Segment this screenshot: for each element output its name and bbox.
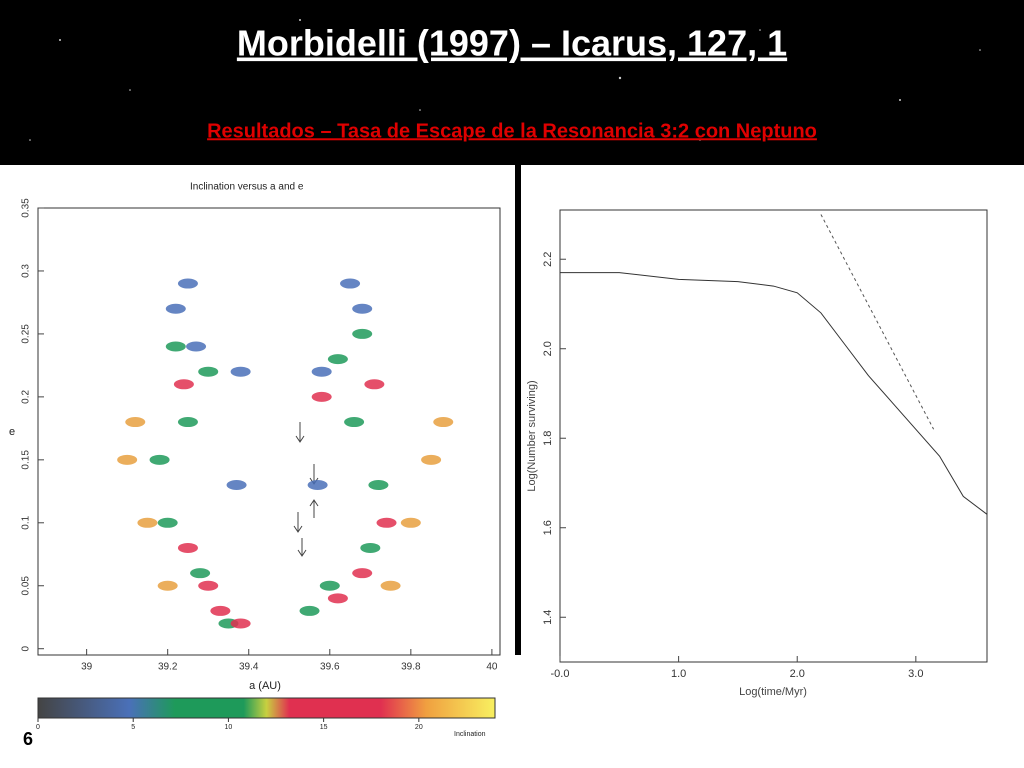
x-axis-label: Log(time/Myr) [739,686,807,698]
point [344,417,365,428]
colorbar-tick-label: 5 [131,724,135,731]
point [352,303,373,314]
x-tick-label: 39.2 [158,662,178,673]
x-tick-label: 40 [486,662,498,673]
point [433,417,454,428]
colorbar-tick-label: 15 [320,724,328,731]
colorbar-tick-label: 10 [225,724,233,731]
point [352,568,373,579]
point [311,391,332,402]
point [186,341,207,352]
x-tick-label: 3.0 [908,668,923,680]
line [820,214,935,430]
colorbar-label: Inclination [454,731,486,738]
y-tick-label: 1.8 [542,431,554,446]
point [340,278,361,289]
x-axis-label: a (AU) [249,680,281,692]
right-panel [515,165,1024,768]
point [311,366,332,377]
colorbar-tick-label: 20 [415,724,423,731]
point [400,517,421,528]
point [376,517,397,528]
plot-frame [559,209,988,663]
chart-title: Inclination versus a and e [190,182,304,193]
point [177,278,198,289]
point [157,580,178,591]
x-tick-label: 39 [81,662,93,673]
y-tick-label: 0 [21,645,32,651]
point [165,341,186,352]
y-tick-label: 1.6 [542,520,554,535]
colorbar [37,697,496,719]
point [421,454,442,465]
y-tick-label: 0.05 [21,576,32,596]
panel-gap [515,165,521,655]
slide-subtitle: Resultados – Tasa de Escape de la Resona… [207,120,817,142]
x-tick-label: 1.0 [671,668,686,680]
point [327,354,348,365]
y-tick-label: 0.15 [21,450,32,470]
x-tick-label: 39.4 [239,662,259,673]
y-axis-label: Log(Number surviving) [526,380,538,491]
stars [29,19,981,141]
point [198,580,219,591]
point [149,454,170,465]
point [368,480,389,491]
y-tick-label: 0.25 [21,324,32,344]
point [210,605,231,616]
point [299,605,320,616]
point [117,454,138,465]
y-tick-label: 0.2 [21,389,32,403]
point [173,379,194,390]
y-axis-label: e [9,426,15,438]
point [137,517,158,528]
point [380,580,401,591]
point [230,366,251,377]
colorbar-tick-label: 0 [36,724,40,731]
y-tick-label: 2.2 [542,252,554,267]
arrows [293,422,319,557]
point [307,480,328,491]
x-tick-label: -0.0 [551,668,570,680]
point [157,517,178,528]
y-tick-label: 0.3 [21,264,32,278]
point [125,417,146,428]
x-tick-label: 2.0 [790,668,805,680]
point [319,580,340,591]
x-tick-label: 39.6 [320,662,340,673]
x-tick-label: 39.8 [401,662,421,673]
y-tick-label: 1.4 [542,610,554,625]
point [230,618,251,629]
point [198,366,219,377]
slide-title: Morbidelli (1997) – Icarus, 127, 1 [237,23,787,64]
point [352,328,373,339]
point [177,542,198,553]
point [360,542,381,553]
left-panel [0,165,515,768]
point [190,568,211,579]
plot-frame [37,207,501,656]
y-tick-label: 0.35 [21,198,32,218]
y-tick-label: 0.1 [21,515,32,529]
point [177,417,198,428]
slide-number: 6 [23,729,33,749]
point [165,303,186,314]
line [560,272,988,515]
point [327,593,348,604]
point [364,379,385,390]
y-tick-label: 2.0 [542,341,554,356]
point [226,480,247,491]
